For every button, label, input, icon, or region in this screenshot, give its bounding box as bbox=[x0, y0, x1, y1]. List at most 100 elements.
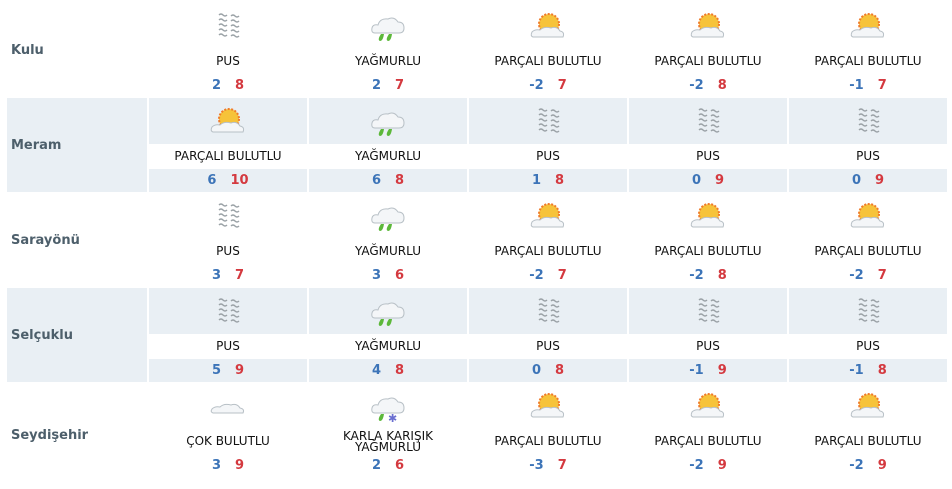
high-temp: 7 bbox=[877, 77, 887, 93]
fog-icon bbox=[527, 288, 569, 334]
high-temp: 7 bbox=[557, 77, 567, 93]
fog-icon bbox=[207, 3, 249, 49]
condition-label: PARÇALI BULUTLU bbox=[149, 144, 307, 169]
forecast-cell: YAĞMURLU 2 7 bbox=[307, 3, 467, 97]
low-temp: -1 bbox=[849, 362, 864, 378]
condition-label: PARÇALI BULUTLU bbox=[494, 244, 602, 258]
forecast-row: Meram PARÇALI BULUTLU 6 10 YAĞMURLU 6 8 … bbox=[7, 98, 947, 193]
temperature-range: 5 9 bbox=[212, 359, 244, 381]
condition-label: PUS bbox=[469, 334, 627, 359]
sleet-icon: ✱ bbox=[367, 383, 409, 429]
temperature-range: 3 6 bbox=[372, 264, 404, 286]
forecast-cell: PARÇALI BULUTLU -2 9 bbox=[627, 383, 787, 488]
low-temp: 3 bbox=[211, 267, 221, 283]
rain-icon bbox=[367, 288, 409, 334]
condition-label: PUS bbox=[789, 334, 947, 359]
low-temp: -1 bbox=[849, 77, 864, 93]
high-temp: 8 bbox=[717, 267, 727, 283]
fog-icon bbox=[207, 288, 249, 334]
temperature-range: -1 9 bbox=[689, 359, 727, 381]
fog-icon bbox=[847, 288, 889, 334]
low-temp: 1 bbox=[531, 172, 541, 188]
high-temp: 9 bbox=[877, 457, 887, 473]
forecast-cell: PARÇALI BULUTLU -2 8 bbox=[627, 3, 787, 97]
low-temp: -2 bbox=[529, 77, 544, 93]
temperature-range: 0 9 bbox=[692, 169, 724, 191]
condition-label: PARÇALI BULUTLU bbox=[814, 54, 922, 68]
high-temp: 10 bbox=[230, 172, 249, 188]
temperature-range: -2 8 bbox=[689, 264, 727, 286]
low-temp: -2 bbox=[689, 457, 704, 473]
forecast-cell: YAĞMURLU 3 6 bbox=[307, 193, 467, 287]
forecast-cell: PUS 0 8 bbox=[467, 288, 627, 382]
condition-label: YAĞMURLU bbox=[309, 334, 467, 359]
condition-label: PARÇALI BULUTLU bbox=[654, 244, 762, 258]
temperature-range: 0 8 bbox=[532, 359, 564, 381]
fog-icon bbox=[687, 98, 729, 144]
condition-label: PARÇALI BULUTLU bbox=[814, 434, 922, 448]
condition-label: PARÇALI BULUTLU bbox=[654, 54, 762, 68]
high-temp: 9 bbox=[235, 457, 245, 473]
low-temp: 6 bbox=[207, 172, 217, 188]
temperature-range: 1 8 bbox=[532, 169, 564, 191]
low-temp: 0 bbox=[851, 172, 861, 188]
high-temp: 8 bbox=[555, 172, 565, 188]
forecast-cell: PUS 5 9 bbox=[147, 288, 307, 382]
forecast-cell: ÇOK BULUTLU 3 9 bbox=[147, 383, 307, 488]
low-temp: -2 bbox=[529, 267, 544, 283]
condition-label: PARÇALI BULUTLU bbox=[654, 434, 762, 448]
partly-cloudy-icon bbox=[847, 383, 889, 429]
temperature-range: 3 9 bbox=[212, 454, 244, 476]
low-temp: -2 bbox=[849, 457, 864, 473]
forecast-cell: PUS -1 8 bbox=[787, 288, 947, 382]
partly-cloudy-icon bbox=[527, 3, 569, 49]
low-temp: 5 bbox=[211, 362, 221, 378]
high-temp: 7 bbox=[557, 267, 567, 283]
rain-icon bbox=[367, 193, 409, 239]
partly-cloudy-icon bbox=[847, 193, 889, 239]
high-temp: 7 bbox=[877, 267, 887, 283]
condition-label: PARÇALI BULUTLU bbox=[494, 54, 602, 68]
high-temp: 9 bbox=[235, 362, 245, 378]
forecast-cell: PUS 2 8 bbox=[147, 3, 307, 97]
high-temp: 8 bbox=[717, 77, 727, 93]
condition-label: YAĞMURLU bbox=[354, 54, 422, 68]
low-temp: 2 bbox=[211, 77, 221, 93]
partly-cloudy-icon bbox=[527, 383, 569, 429]
temperature-range: 6 8 bbox=[372, 169, 404, 191]
low-temp: 3 bbox=[211, 457, 221, 473]
partly-cloudy-icon bbox=[687, 193, 729, 239]
condition-label: YAĞMURLU bbox=[309, 144, 467, 169]
forecast-cell: ✱ KARLA KARIŞIK YAĞMURLU 2 6 bbox=[307, 383, 467, 488]
condition-label: PUS bbox=[216, 54, 240, 68]
high-temp: 8 bbox=[235, 77, 245, 93]
low-temp: 0 bbox=[691, 172, 701, 188]
partly-cloudy-icon bbox=[687, 3, 729, 49]
rain-icon bbox=[367, 3, 409, 49]
condition-label: PUS bbox=[216, 244, 240, 258]
low-temp: 2 bbox=[371, 457, 381, 473]
high-temp: 8 bbox=[555, 362, 565, 378]
low-temp: -2 bbox=[689, 267, 704, 283]
low-temp: 2 bbox=[371, 77, 381, 93]
city-name: Kulu bbox=[11, 42, 44, 58]
forecast-row: Selçuklu PUS 5 9 YAĞMURLU 4 8 PUS 0 8 PU… bbox=[7, 288, 947, 383]
temperature-range: -2 7 bbox=[529, 264, 567, 286]
condition-label: PUS bbox=[469, 144, 627, 169]
forecast-cell: PUS -1 9 bbox=[627, 288, 787, 382]
forecast-cell: PUS 1 8 bbox=[467, 98, 627, 192]
condition-label: YAĞMURLU bbox=[354, 244, 422, 258]
condition-label: PUS bbox=[149, 334, 307, 359]
forecast-cell: YAĞMURLU 6 8 bbox=[307, 98, 467, 192]
temperature-range: -3 7 bbox=[529, 454, 567, 476]
condition-label: PUS bbox=[789, 144, 947, 169]
condition-label: ÇOK BULUTLU bbox=[186, 434, 270, 448]
fog-icon bbox=[527, 98, 569, 144]
svg-text:✱: ✱ bbox=[388, 412, 397, 425]
high-temp: 7 bbox=[235, 267, 245, 283]
fog-icon bbox=[847, 98, 889, 144]
partly-cloudy-icon bbox=[847, 3, 889, 49]
low-temp: -2 bbox=[849, 267, 864, 283]
high-temp: 6 bbox=[395, 457, 405, 473]
forecast-row: Sarayönü PUS 3 7 YAĞMURLU 3 6 PARÇALI BU… bbox=[7, 193, 947, 288]
